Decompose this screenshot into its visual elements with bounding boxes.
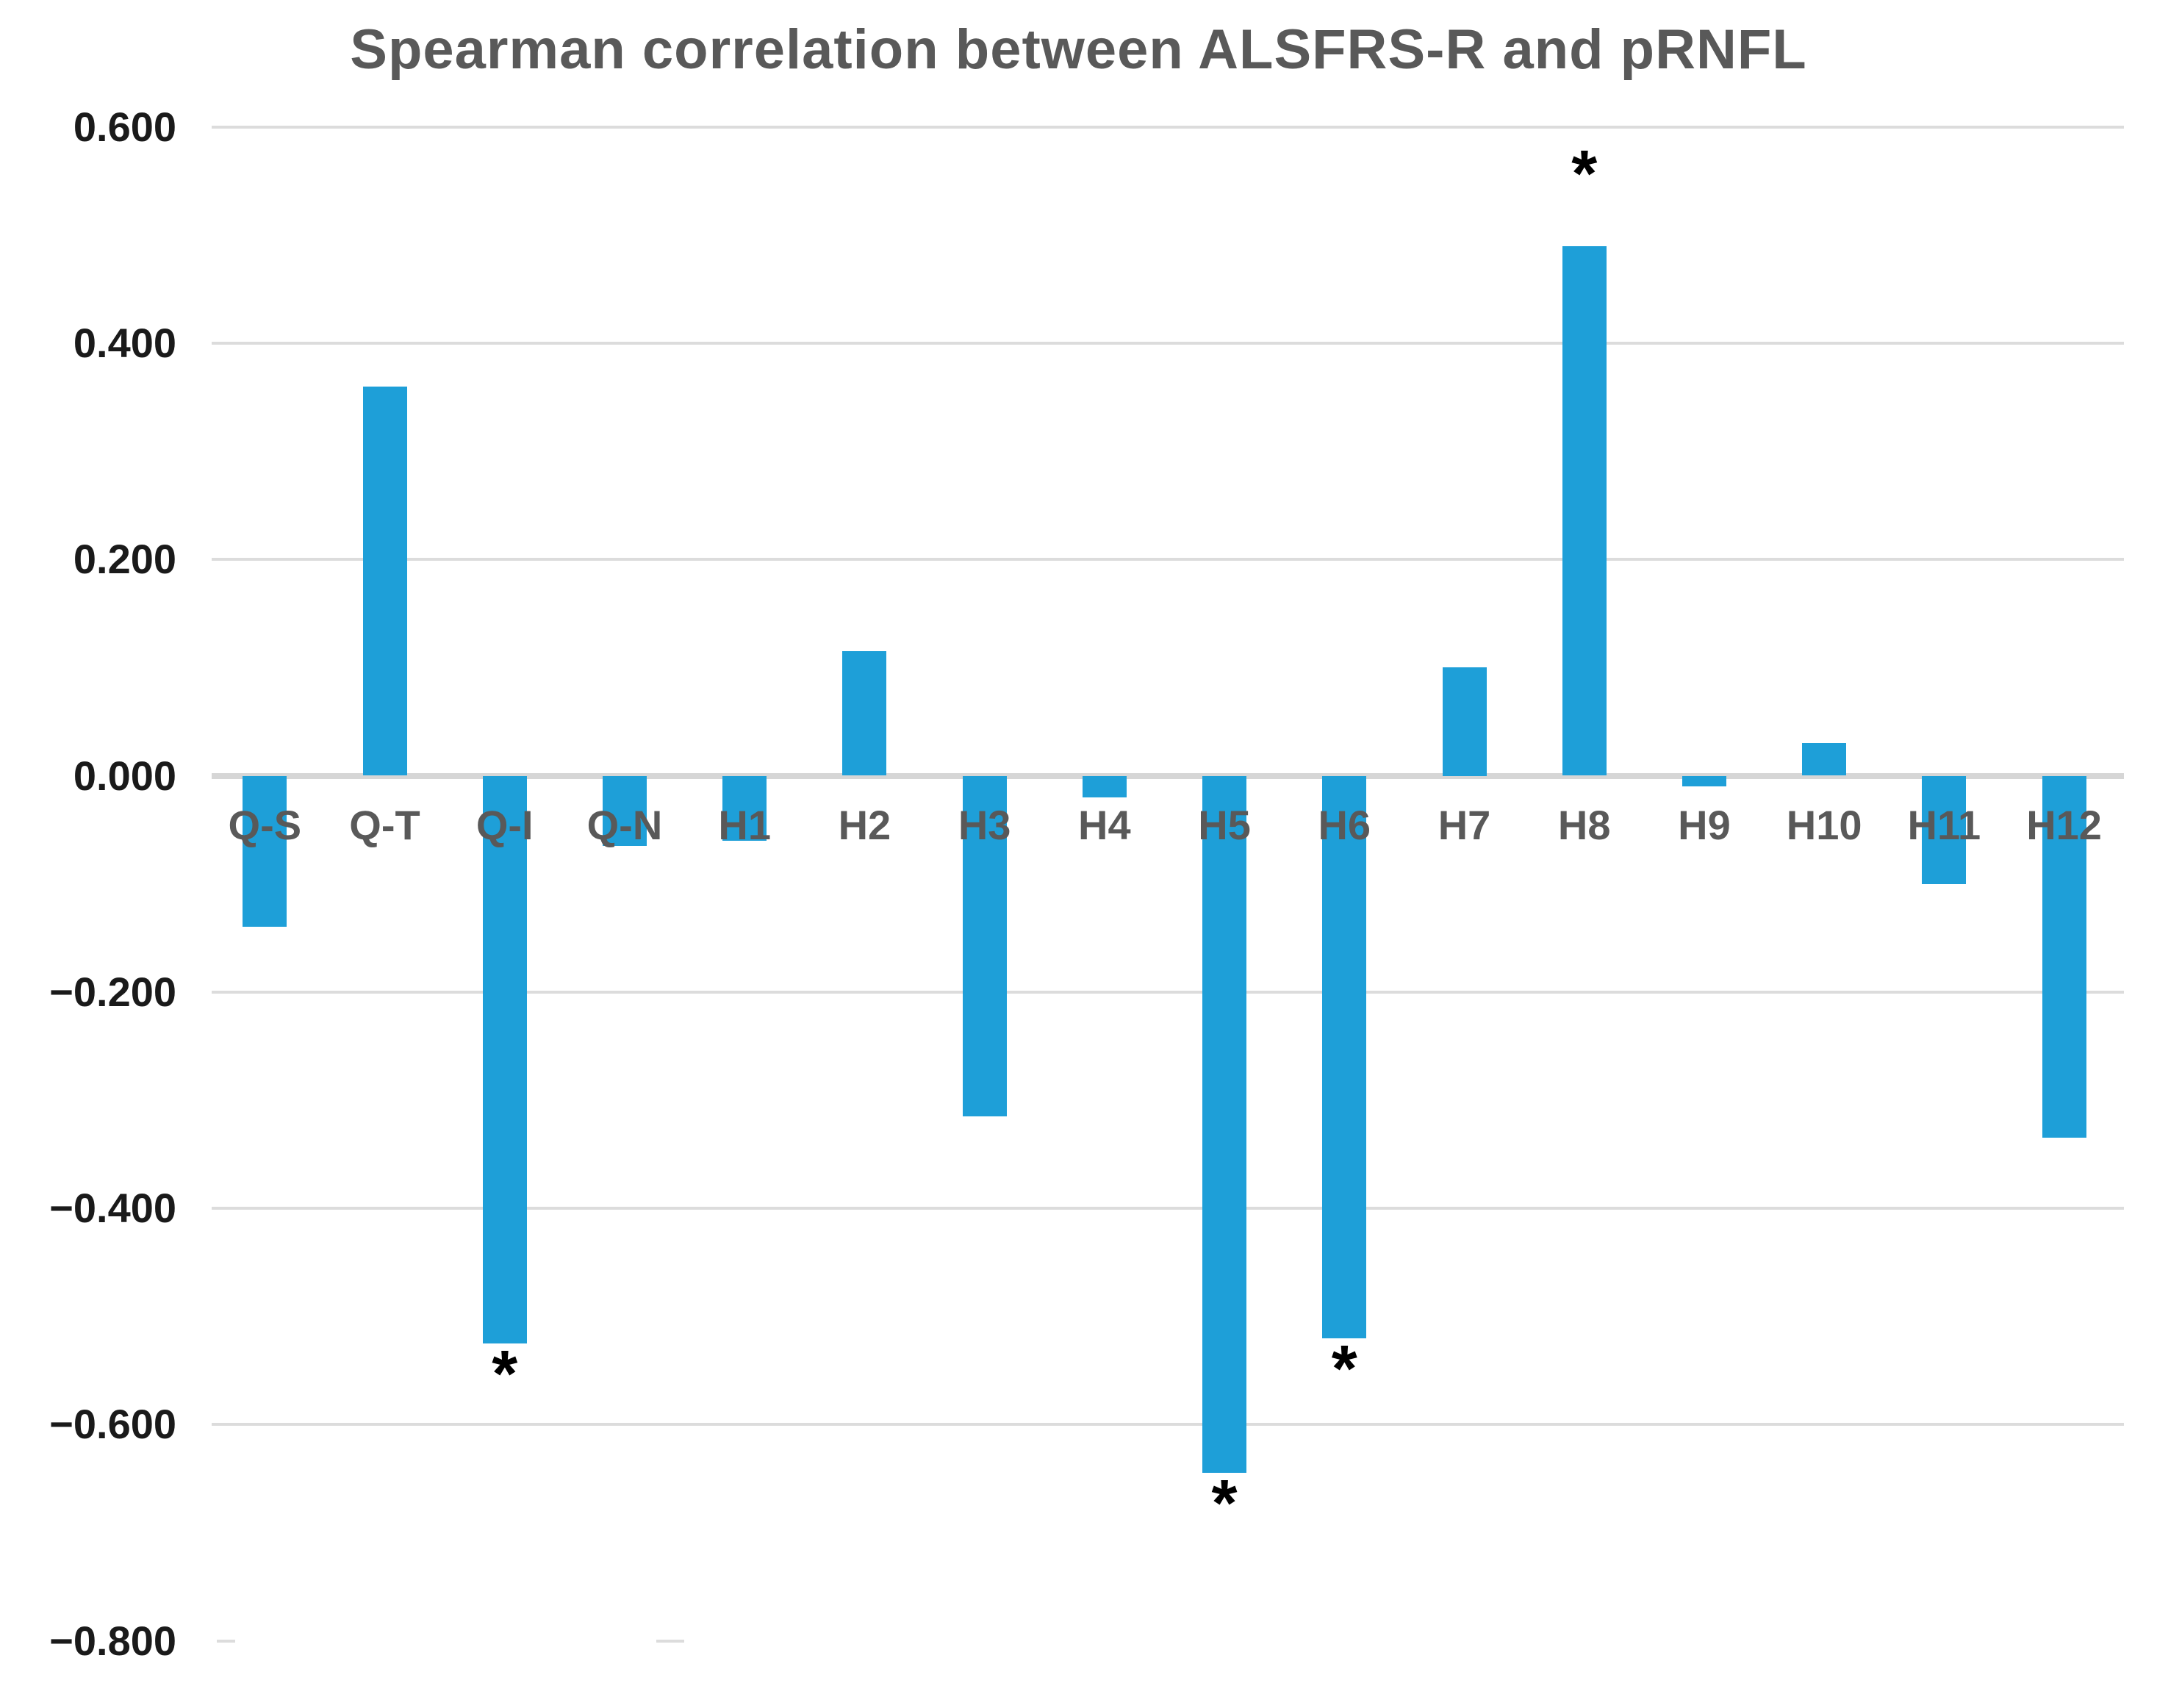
- bar-H6: [1322, 775, 1367, 1338]
- y-tick-label-−0.600: −0.600: [49, 1401, 176, 1448]
- category-label-Q-T: Q-T: [349, 802, 420, 848]
- gridline-0.200: [212, 558, 2124, 561]
- category-label-H8: H8: [1557, 802, 1611, 848]
- y-tick-label-0.000: 0.000: [73, 752, 176, 799]
- bar-Q-S: [243, 775, 287, 927]
- bar-H5: [1202, 775, 1247, 1474]
- bar-H9: [1682, 775, 1726, 787]
- y-tick-label-0.400: 0.400: [73, 320, 176, 366]
- y-tick-label-−0.400: −0.400: [49, 1185, 176, 1231]
- y-tick-label-0.600: 0.600: [73, 103, 176, 150]
- bar-H12: [2042, 775, 2086, 1138]
- gridline-0.000: [212, 772, 2124, 779]
- significance-asterisk-H5: *: [1211, 1467, 1238, 1541]
- bar-H8: [1562, 245, 1607, 776]
- category-label-H2: H2: [838, 802, 891, 848]
- category-label-Q-S: Q-S: [228, 802, 302, 848]
- category-label-Q-N: Q-N: [586, 802, 663, 848]
- y-tick-label-0.200: 0.200: [73, 536, 176, 583]
- bar-H4: [1082, 775, 1127, 797]
- gridline-−0.400: [212, 1207, 2124, 1210]
- bar-H3: [962, 775, 1007, 1116]
- gridline-partial-−0.800-1: [656, 1639, 684, 1643]
- gridline-0.600: [212, 125, 2124, 129]
- gridline-partial-−0.800-0: [217, 1639, 235, 1643]
- bar-H10: [1802, 743, 1847, 776]
- bar-H1: [722, 775, 767, 841]
- category-label-H1: H1: [718, 802, 771, 848]
- y-tick-label-−0.200: −0.200: [49, 968, 176, 1015]
- category-label-H4: H4: [1078, 802, 1131, 848]
- significance-asterisk-Q-I: *: [492, 1337, 518, 1411]
- category-label-H7: H7: [1438, 802, 1491, 848]
- category-label-Q-I: Q-I: [475, 802, 534, 848]
- category-label-H10: H10: [1786, 802, 1862, 848]
- chart-title: Spearman correlation between ALSFRS-R an…: [350, 18, 1807, 81]
- bar-Q-N: [602, 775, 647, 847]
- significance-asterisk-H8: *: [1571, 137, 1598, 211]
- bar-Q-T: [362, 386, 407, 776]
- category-label-H9: H9: [1678, 802, 1731, 848]
- y-tick-label-−0.800: −0.800: [49, 1617, 176, 1664]
- gridline-−0.200: [212, 990, 2124, 994]
- gridline-−0.600: [212, 1423, 2124, 1427]
- category-label-H5: H5: [1198, 802, 1251, 848]
- category-label-H11: H11: [1907, 802, 1981, 848]
- bar-Q-I: [482, 775, 527, 1343]
- category-label-H3: H3: [958, 802, 1011, 848]
- gridline-0.400: [212, 342, 2124, 345]
- significance-asterisk-H6: *: [1331, 1332, 1357, 1406]
- bar-H11: [1922, 775, 1967, 884]
- category-label-H12: H12: [2026, 802, 2102, 848]
- category-label-H6: H6: [1318, 802, 1371, 848]
- bar-H7: [1442, 667, 1487, 776]
- bar-H2: [842, 651, 887, 776]
